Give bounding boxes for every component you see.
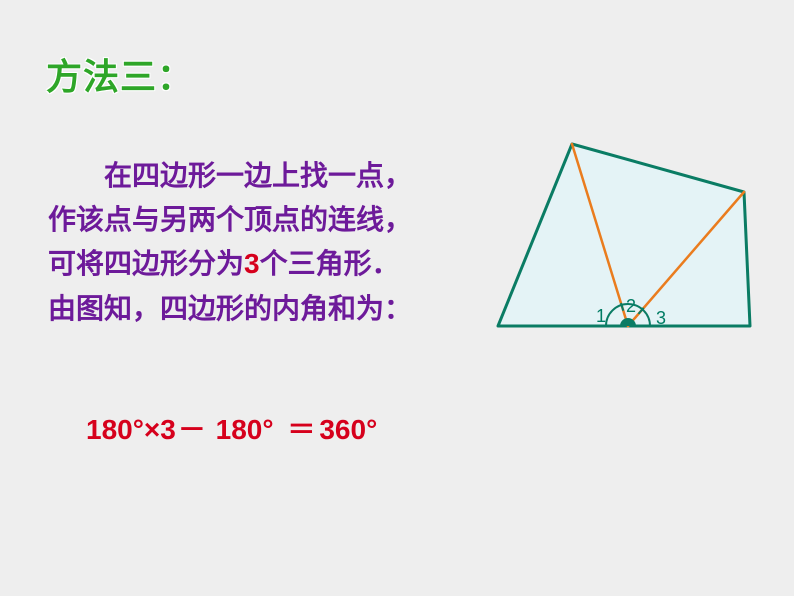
quadrilateral-diagram: 1 2 3 xyxy=(484,130,764,355)
diagram-svg xyxy=(484,130,764,350)
method-title: 方法三： xyxy=(46,48,194,100)
eq-part-2: 180° xyxy=(216,414,274,445)
eq-part-3: 360° xyxy=(319,414,377,445)
eq-part-1: 180°×3 xyxy=(86,414,176,445)
eq-minus: － xyxy=(178,414,206,445)
body-line-1: 在四边形一边上找一点， xyxy=(48,154,448,198)
body-line-2: 作该点与另两个顶点的连线， xyxy=(48,204,412,235)
body-line-3a: 可将四边形分为 xyxy=(48,248,244,279)
body-line-3b: 个三角形． xyxy=(260,248,400,279)
explanation-text: 在四边形一边上找一点， 作该点与另两个顶点的连线， 可将四边形分为3个三角形． … xyxy=(48,154,448,331)
angle-label-3: 3 xyxy=(656,308,666,329)
eq-equals: ＝ xyxy=(287,414,315,445)
equation: 180°×3－ 180° ＝360° xyxy=(86,408,377,448)
angle-label-2: 2 xyxy=(626,296,636,317)
angle-label-1: 1 xyxy=(596,306,606,327)
body-line-4: 由图知，四边形的内角和为： xyxy=(48,293,412,324)
body-red-3: 3 xyxy=(244,248,260,279)
